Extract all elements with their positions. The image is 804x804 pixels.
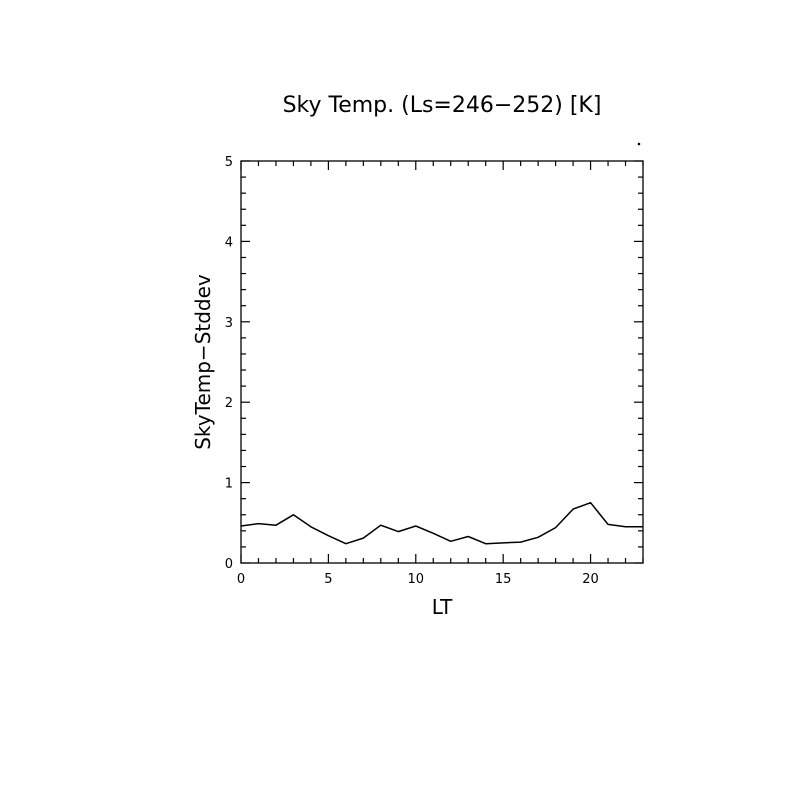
y-tick-label: 2 — [225, 396, 233, 411]
tick-marks — [240, 160, 644, 564]
plot-frame — [240, 160, 644, 564]
y-tick-label: 1 — [225, 477, 233, 492]
x-tick-label: 15 — [495, 572, 512, 587]
x-axis-label: LT — [432, 595, 453, 619]
tick-labels: 0 5 10 15 20 0 1 2 3 4 5 — [225, 155, 599, 587]
y-tick-label: 5 — [225, 155, 233, 170]
x-tick-label: 20 — [582, 572, 599, 587]
chart-title: Sky Temp. (Ls=246−252) [K] — [283, 93, 602, 118]
y-tick-label: 4 — [225, 235, 233, 250]
y-axis-label: SkyTemp−Stddev — [191, 274, 215, 450]
x-tick-label: 0 — [237, 572, 245, 587]
x-tick-label: 10 — [408, 572, 425, 587]
series-line — [240, 501, 643, 545]
x-tick-label: 5 — [324, 572, 332, 587]
y-tick-label: 3 — [225, 316, 233, 331]
y-tick-label: 0 — [225, 557, 233, 572]
corner-dot-mark — [637, 142, 641, 146]
